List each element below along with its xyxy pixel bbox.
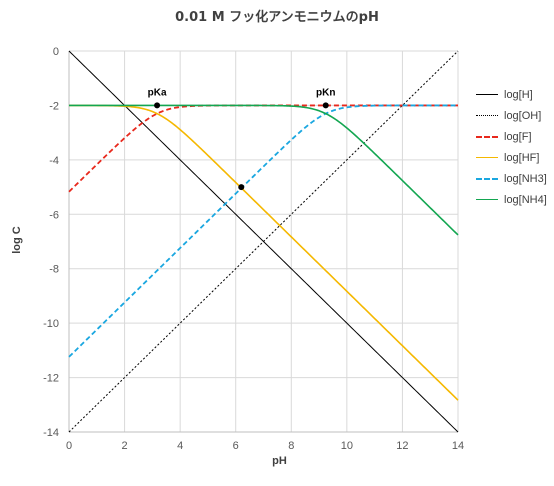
- legend-swatch: [476, 177, 498, 180]
- x-tick-label: 10: [341, 440, 353, 452]
- y-tick-label: -10: [43, 318, 59, 330]
- legend-item: log[NH4]: [476, 189, 547, 210]
- x-axis-label: pH: [272, 455, 287, 467]
- series-line: [69, 104, 459, 236]
- y-tick-label: -4: [49, 155, 59, 167]
- legend: log[H] log[OH] log[F] log[HF] log[NH3] log[NH…: [476, 84, 547, 210]
- legend-label: log[NH4]: [504, 193, 547, 206]
- legend-label: log[F]: [504, 130, 532, 143]
- legend-label: log[NH3]: [504, 172, 547, 185]
- legend-swatch: [476, 94, 498, 95]
- point-marker: [238, 184, 245, 191]
- legend-swatch: [476, 135, 498, 138]
- y-tick-label: -12: [43, 373, 59, 385]
- series-line: [68, 104, 458, 358]
- legend-label: log[H]: [504, 88, 533, 101]
- x-tick-label: 2: [122, 440, 128, 452]
- legend-item: log[HF]: [476, 147, 547, 168]
- x-tick-label: 8: [288, 440, 294, 452]
- legend-item: log[F]: [476, 126, 547, 147]
- y-tick-label: -2: [49, 100, 59, 112]
- series-line: [68, 50, 459, 433]
- x-tick-label: 14: [452, 440, 464, 452]
- x-tick-label: 6: [233, 440, 239, 452]
- series-line: [69, 104, 459, 401]
- point-marker: [154, 102, 161, 109]
- point-marker: [322, 102, 329, 109]
- legend-label: log[OH]: [504, 109, 542, 122]
- legend-item: log[OH]: [476, 105, 547, 126]
- legend-item: log[H]: [476, 84, 547, 105]
- annotation-label: pKa: [148, 87, 167, 98]
- legend-swatch: [476, 115, 498, 116]
- y-tick-label: -14: [43, 427, 59, 439]
- y-tick-label: -8: [49, 264, 59, 276]
- y-tick-label: 0: [53, 46, 59, 58]
- x-tick-label: 0: [66, 440, 72, 452]
- y-tick-label: -6: [49, 209, 59, 221]
- annotation-label: pKn: [316, 87, 335, 98]
- legend-swatch: [476, 199, 498, 200]
- x-tick-label: 4: [177, 440, 183, 452]
- chart-title: 0.01 M フッ化アンモニウムのpH: [175, 10, 379, 25]
- y-axis-label: log C: [11, 226, 23, 254]
- legend-swatch: [476, 157, 498, 158]
- legend-label: log[HF]: [504, 151, 540, 164]
- x-tick-label: 12: [396, 440, 408, 452]
- legend-item: log[NH3]: [476, 168, 547, 189]
